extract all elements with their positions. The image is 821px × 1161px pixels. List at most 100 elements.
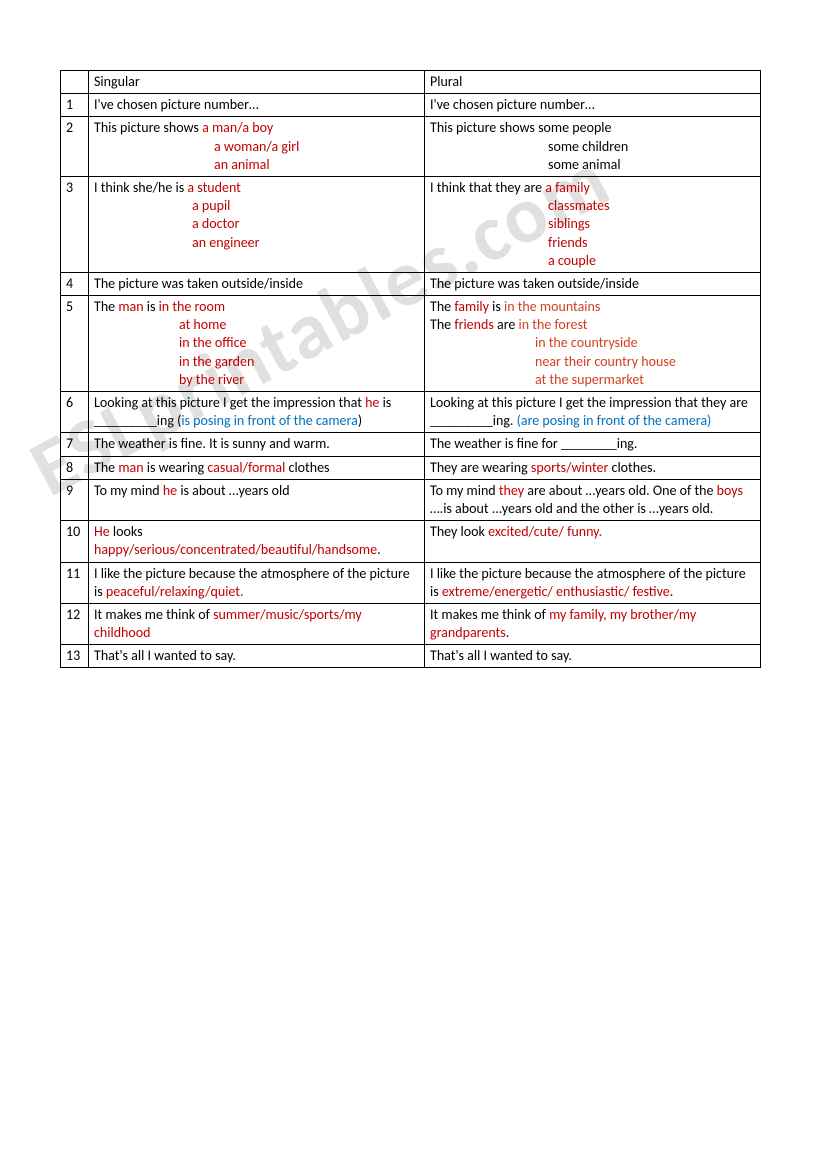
line: some animal [430, 156, 755, 174]
table-row: 9To my mind he is about …years old To my … [61, 479, 761, 520]
text-span: he [365, 394, 379, 411]
line: at home [94, 316, 419, 334]
text-span: an engineer [192, 234, 260, 251]
plural-cell: That's all I wanted to say. [425, 645, 761, 668]
text-span: siblings [548, 215, 590, 232]
plural-cell: The picture was taken outside/inside [425, 272, 761, 295]
plural-cell: I've chosen picture number… [425, 94, 761, 117]
text-span: That's all I wanted to say. [430, 647, 572, 664]
text-span: The [430, 316, 454, 333]
table-row: 6 Looking at this picture I get the impre… [61, 392, 761, 433]
singular-cell: I think she/he is a studenta pupila doct… [89, 176, 425, 272]
text-span: ) [358, 412, 362, 429]
text-span: in the room [159, 298, 226, 315]
line: a doctor [94, 215, 419, 233]
text-span: sports/winter [531, 459, 609, 476]
row-number: 11 [61, 562, 89, 603]
text-span: The picture was taken outside/inside [94, 275, 303, 292]
text-span: . [377, 541, 381, 558]
table-header-row: SingularPlural [61, 71, 761, 94]
row-number: 6 [61, 392, 89, 433]
text-span: in the forest [519, 316, 588, 333]
text-span: To my mind [430, 482, 499, 499]
text-span: is wearing [144, 459, 208, 476]
text-span: an animal [214, 156, 270, 173]
plural-cell: They look excited/cute/ funny. [425, 521, 761, 562]
line: at the supermarket [430, 371, 755, 389]
text-span: peaceful/relaxing/quiet. [106, 583, 244, 600]
row-number: 9 [61, 479, 89, 520]
singular-cell: The man is wearing casual/formal clothes [89, 456, 425, 479]
row-number: 7 [61, 433, 89, 456]
text-span: The picture was taken outside/inside [430, 275, 639, 292]
plural-cell: I like the picture because the atmospher… [425, 562, 761, 603]
table-row: 11I like the picture because the atmosph… [61, 562, 761, 603]
text-span: is [489, 298, 504, 315]
line: in the countryside [430, 334, 755, 352]
table-row: 5The man is in the roomat homein the off… [61, 296, 761, 392]
text-span: a doctor [192, 215, 239, 232]
text-span: I've chosen picture number… [430, 96, 595, 113]
line: The man is in the room [94, 298, 419, 316]
text-span: extreme/energetic/ enthusiastic/ festive [442, 583, 670, 600]
text-span: He [94, 523, 110, 540]
plural-cell: The family is in the mountains The frien… [425, 296, 761, 392]
line: in the office [94, 334, 419, 352]
singular-cell: The man is in the roomat homein the offi… [89, 296, 425, 392]
table-row: 3I think she/he is a studenta pupila doc… [61, 176, 761, 272]
line: siblings [430, 215, 755, 233]
text-span: a family [545, 179, 590, 196]
grammar-table: SingularPlural1I've chosen picture numbe… [60, 70, 761, 668]
line: This picture shows a man/a boy [94, 119, 419, 137]
plural-cell: They are wearing sports/winter clothes. [425, 456, 761, 479]
text-span: . [670, 583, 674, 600]
text-span: They look [430, 523, 488, 540]
row-number: 1 [61, 94, 89, 117]
header-num [61, 71, 89, 94]
row-number: 4 [61, 272, 89, 295]
text-span: That's all I wanted to say. [94, 647, 236, 664]
text-span: a pupil [192, 197, 230, 214]
text-span: man [118, 298, 143, 315]
line: The family is in the mountains [430, 298, 755, 316]
line: by the river [94, 371, 419, 389]
text-span: some children [548, 138, 628, 155]
singular-cell: I like the picture because the atmospher… [89, 562, 425, 603]
text-span: a student [187, 179, 240, 196]
table-row: 13That's all I wanted to say.That's all … [61, 645, 761, 668]
plural-cell: It makes me think of my family, my broth… [425, 603, 761, 644]
line: The friends are in the forest [430, 316, 755, 334]
line: a woman/a girl [94, 138, 419, 156]
text-span: friends [454, 316, 494, 333]
text-span: boys [717, 482, 743, 499]
text-span: in the office [179, 334, 246, 351]
line: This picture shows some people [430, 119, 755, 137]
table-row: 2This picture shows a man/a boya woman/a… [61, 117, 761, 177]
plural-cell: I think that they are a familyclassmates… [425, 176, 761, 272]
row-number: 3 [61, 176, 89, 272]
plural-cell: This picture shows some people some child… [425, 117, 761, 177]
line: I think that they are a family [430, 179, 755, 197]
text-span: This picture shows some people [430, 119, 612, 136]
text-span: The [94, 459, 118, 476]
text-span: are about …years old. One of the [524, 482, 717, 499]
text-span: excited/cute/ funny. [488, 523, 602, 540]
text-span: looks [110, 523, 143, 540]
text-span: at home [179, 316, 226, 333]
page: SingularPlural1I've chosen picture numbe… [0, 0, 821, 668]
plural-cell: Looking at this picture I get the impres… [425, 392, 761, 433]
singular-cell: I've chosen picture number… [89, 94, 425, 117]
text-span: The [94, 298, 118, 315]
header-plural: Plural [425, 71, 761, 94]
text-span: . [506, 624, 510, 641]
text-span: some animal [548, 156, 621, 173]
text-span: in the garden [179, 353, 254, 370]
text-span: in the mountains [504, 298, 600, 315]
text-span: classmates [548, 197, 610, 214]
table-row: 7The weather is fine. It is sunny and wa… [61, 433, 761, 456]
singular-cell: To my mind he is about …years old [89, 479, 425, 520]
text-span: a woman/a girl [214, 138, 299, 155]
text-span: ….is about ...years old and the other is… [430, 500, 713, 517]
text-span: It makes me think of [94, 606, 213, 623]
text-span: This picture shows [94, 119, 202, 136]
